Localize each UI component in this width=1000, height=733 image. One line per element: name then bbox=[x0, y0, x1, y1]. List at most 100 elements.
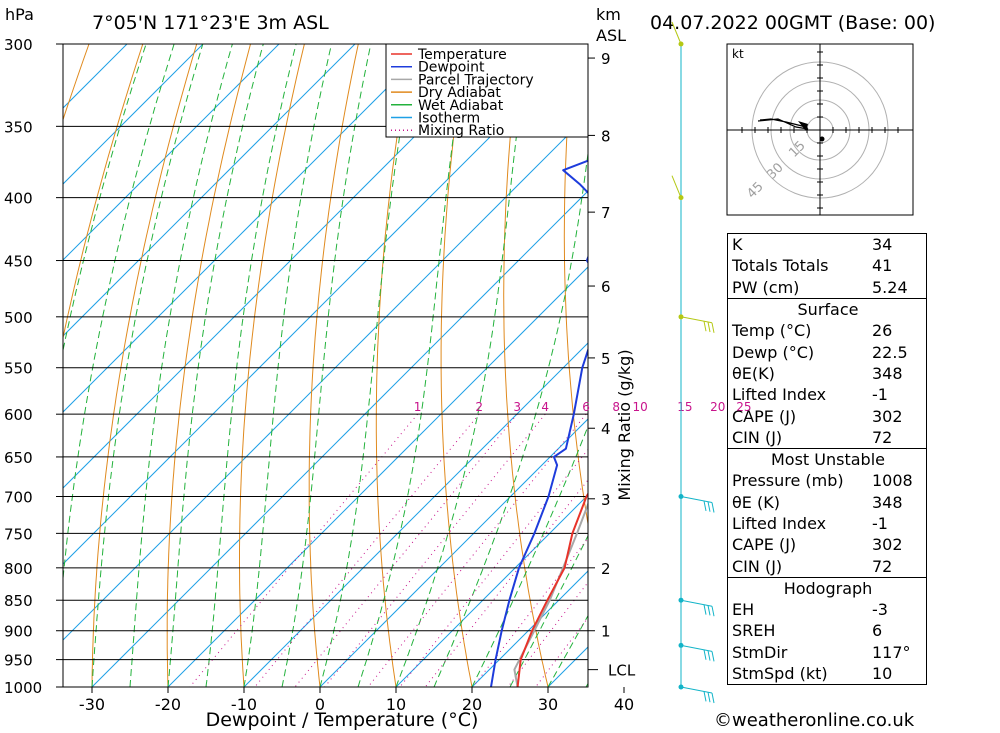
temperature-profile bbox=[516, 492, 588, 687]
dry-adiabat-line bbox=[239, 44, 305, 687]
mixing-ratio-label: 6 bbox=[582, 400, 590, 414]
mixing-ratio-label: 2 bbox=[475, 400, 483, 414]
wind-barb-shaft bbox=[671, 21, 682, 45]
surface-index-row: CAPE (J) 302 bbox=[728, 405, 928, 426]
surface-title: Surface bbox=[797, 300, 859, 320]
x-axis-label: Dewpoint / Temperature (°C) bbox=[206, 709, 479, 731]
general-index-row: Totals Totals 41 bbox=[728, 255, 928, 276]
km-tick-label: 4 bbox=[601, 420, 611, 438]
storm-motion-arrow bbox=[798, 121, 808, 131]
wind-barb-feather bbox=[711, 606, 715, 617]
mixing-ratio-label: 8 bbox=[612, 400, 620, 414]
mixing-ratio-line bbox=[399, 448, 588, 687]
wind-barb-feather bbox=[707, 501, 711, 512]
wet-adiabat-line bbox=[63, 44, 147, 353]
surface-index-value: -1 bbox=[872, 385, 888, 405]
km-axis-label: km bbox=[596, 5, 621, 24]
mixing-ratio-label: 4 bbox=[541, 400, 549, 414]
pressure-tick-label: 1000 bbox=[4, 679, 42, 697]
wind-barb-feather bbox=[711, 692, 715, 704]
most-unstable-index-label: Lifted Index bbox=[732, 514, 827, 533]
most-unstable-index-label: CAPE (J) bbox=[732, 535, 797, 555]
temperature-tick-label: 10 bbox=[386, 695, 406, 714]
hodograph-indices: Hodograph EH -3 SREH 6 StmDir 117° StmSpd (kt)… bbox=[727, 577, 928, 686]
wind-barb-shaft bbox=[680, 599, 713, 607]
pressure-tick-label: 600 bbox=[4, 406, 33, 424]
wind-barb-feather bbox=[703, 321, 707, 332]
mixing-ratio-line bbox=[324, 413, 546, 687]
km-tick-label: 1 bbox=[601, 623, 611, 641]
temperature-tick-label: -20 bbox=[155, 695, 181, 714]
credit-text: ©weatheronline.co.uk bbox=[714, 710, 915, 731]
pressure-tick-label: 550 bbox=[4, 360, 33, 378]
mixing-ratio-label: 15 bbox=[677, 400, 692, 414]
wind-barb-feather bbox=[711, 322, 715, 333]
mixing-ratio-label: 20 bbox=[710, 400, 725, 414]
most-unstable-index-value: 302 bbox=[872, 535, 903, 555]
wind-barb-feather bbox=[711, 651, 715, 662]
surface-index-row: θE(K) 348 bbox=[728, 363, 928, 384]
legend-label: Isotherm bbox=[418, 111, 480, 127]
wind-barb-point bbox=[678, 642, 684, 648]
axes-labels: 1 2 3 4 6 8 10 15 20 2530035040045050055060065070… bbox=[4, 36, 751, 714]
mixing-ratio-label: 1 bbox=[414, 400, 422, 414]
hodograph-index-value: 10 bbox=[872, 664, 893, 684]
wet-adiabat-line bbox=[129, 44, 233, 687]
dry-adiabat-line bbox=[951, 44, 1000, 687]
hodograph-index-row: SREH 6 bbox=[728, 620, 928, 641]
wind-barb-shaft bbox=[671, 175, 682, 198]
wet-adiabat-line bbox=[357, 44, 468, 687]
isotherm-line bbox=[63, 44, 356, 337]
general-index-value: 5.24 bbox=[872, 277, 908, 297]
wind-barb-feather bbox=[703, 649, 707, 660]
km-tick-label: 7 bbox=[601, 204, 611, 222]
hodograph-title: Hodograph bbox=[783, 578, 873, 598]
wind-barb-feather bbox=[703, 604, 707, 615]
mixing-ratio-label: 25 bbox=[736, 400, 751, 414]
wind-barb-feather bbox=[703, 500, 707, 512]
wet-adiabat-line bbox=[63, 44, 175, 584]
isotherm-line bbox=[395, 494, 588, 687]
hodograph-index-row: StmDir 117° bbox=[728, 642, 928, 663]
wind-barb-feather bbox=[703, 691, 707, 702]
surface-index-label: Temp (°C) bbox=[732, 321, 812, 341]
most-unstable-index-value: 1008 bbox=[872, 471, 913, 491]
surface-indices: Surface Temp (°C) 26 Dewp (°C) 22.5 θE(K) 348… bbox=[727, 298, 928, 449]
pressure-tick-label: 450 bbox=[4, 253, 33, 271]
most-unstable-index-value: -1 bbox=[872, 514, 888, 533]
isotherm-line bbox=[63, 44, 280, 261]
isotherm-line bbox=[471, 570, 588, 687]
dry-adiabat-line bbox=[375, 44, 413, 687]
pressure-tick-label: 750 bbox=[4, 525, 33, 543]
legend-label: Parcel Trajectory bbox=[418, 72, 534, 88]
wind-barb-feather bbox=[711, 502, 715, 513]
legend-label: Temperature bbox=[417, 47, 507, 63]
most-unstable-index-value: 72 bbox=[872, 556, 893, 576]
isotherm-line bbox=[63, 114, 588, 641]
surface-index-row: CIN (J) 72 bbox=[728, 427, 928, 448]
surface-index-value: 348 bbox=[872, 363, 903, 383]
most-unstable-index-row: θE (K) 348 bbox=[728, 492, 928, 513]
wind-barb-feather bbox=[707, 692, 711, 703]
hodograph-index-value: 6 bbox=[872, 621, 883, 641]
pressure-tick-label: 400 bbox=[4, 190, 33, 208]
mixing-ratio-line bbox=[254, 413, 480, 687]
most-unstable-index-row: Pressure (mb) 1008 bbox=[728, 470, 928, 491]
temperature-tick-label: -10 bbox=[231, 695, 257, 714]
legend-label: Dry Adiabat bbox=[418, 85, 501, 101]
most-unstable-index-label: CIN (J) bbox=[732, 556, 783, 576]
wet-adiabat-line bbox=[471, 424, 588, 687]
wind-profile bbox=[671, 21, 715, 704]
lcl-label: LCL bbox=[608, 662, 636, 680]
surface-index-label: θE(K) bbox=[732, 363, 775, 383]
surface-index-row: Lifted Index -1 bbox=[728, 384, 928, 405]
surface-index-row: Temp (°C) 26 bbox=[728, 320, 928, 341]
wet-adiabat-line bbox=[167, 44, 264, 687]
wind-barb-shaft bbox=[680, 686, 713, 694]
wet-adiabat-line bbox=[281, 44, 372, 687]
dry-adiabat-line bbox=[623, 44, 700, 687]
temperature-tick-label: 20 bbox=[462, 695, 482, 714]
